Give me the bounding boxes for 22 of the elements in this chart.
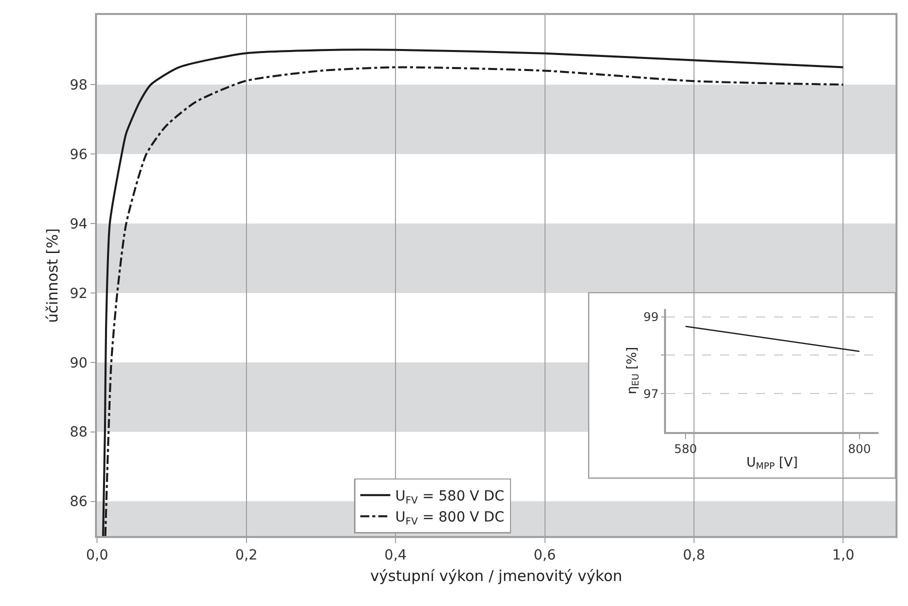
x-axis-title: výstupní výkon / jmenovitý výkon — [370, 567, 622, 586]
x-tick-label: 800 — [848, 442, 871, 456]
y-tick-label: 98 — [70, 78, 88, 94]
x-tick-label: 0,2 — [235, 548, 258, 564]
y-tick-label: 92 — [70, 286, 88, 302]
x-tick-label: 0,6 — [534, 548, 556, 564]
legend-label: U$_{FV}$ = 580 V DC — [395, 488, 504, 506]
x-tick-label: 580 — [674, 442, 698, 456]
y-tick-label: 96 — [70, 146, 88, 163]
y-axis-title: účinnost [%] — [43, 228, 62, 323]
x-tick-label: 0,0 — [86, 548, 108, 564]
x-axis-title: U$_{MPP}$ [V] — [746, 455, 798, 472]
x-tick-label: 0,8 — [682, 548, 706, 564]
y-tick-label: 86 — [70, 494, 88, 510]
x-tick-label: 1,0 — [832, 548, 854, 564]
y-tick-label: 94 — [70, 216, 88, 232]
legend-label: U$_{FV}$ = 800 V DC — [395, 510, 504, 528]
y-tick-label: 88 — [70, 424, 88, 441]
x-tick-label: 0,4 — [384, 548, 407, 564]
y-tick-label: 90 — [70, 355, 88, 372]
y-tick-label: 99 — [643, 310, 659, 324]
y-tick-label: 97 — [643, 386, 659, 401]
